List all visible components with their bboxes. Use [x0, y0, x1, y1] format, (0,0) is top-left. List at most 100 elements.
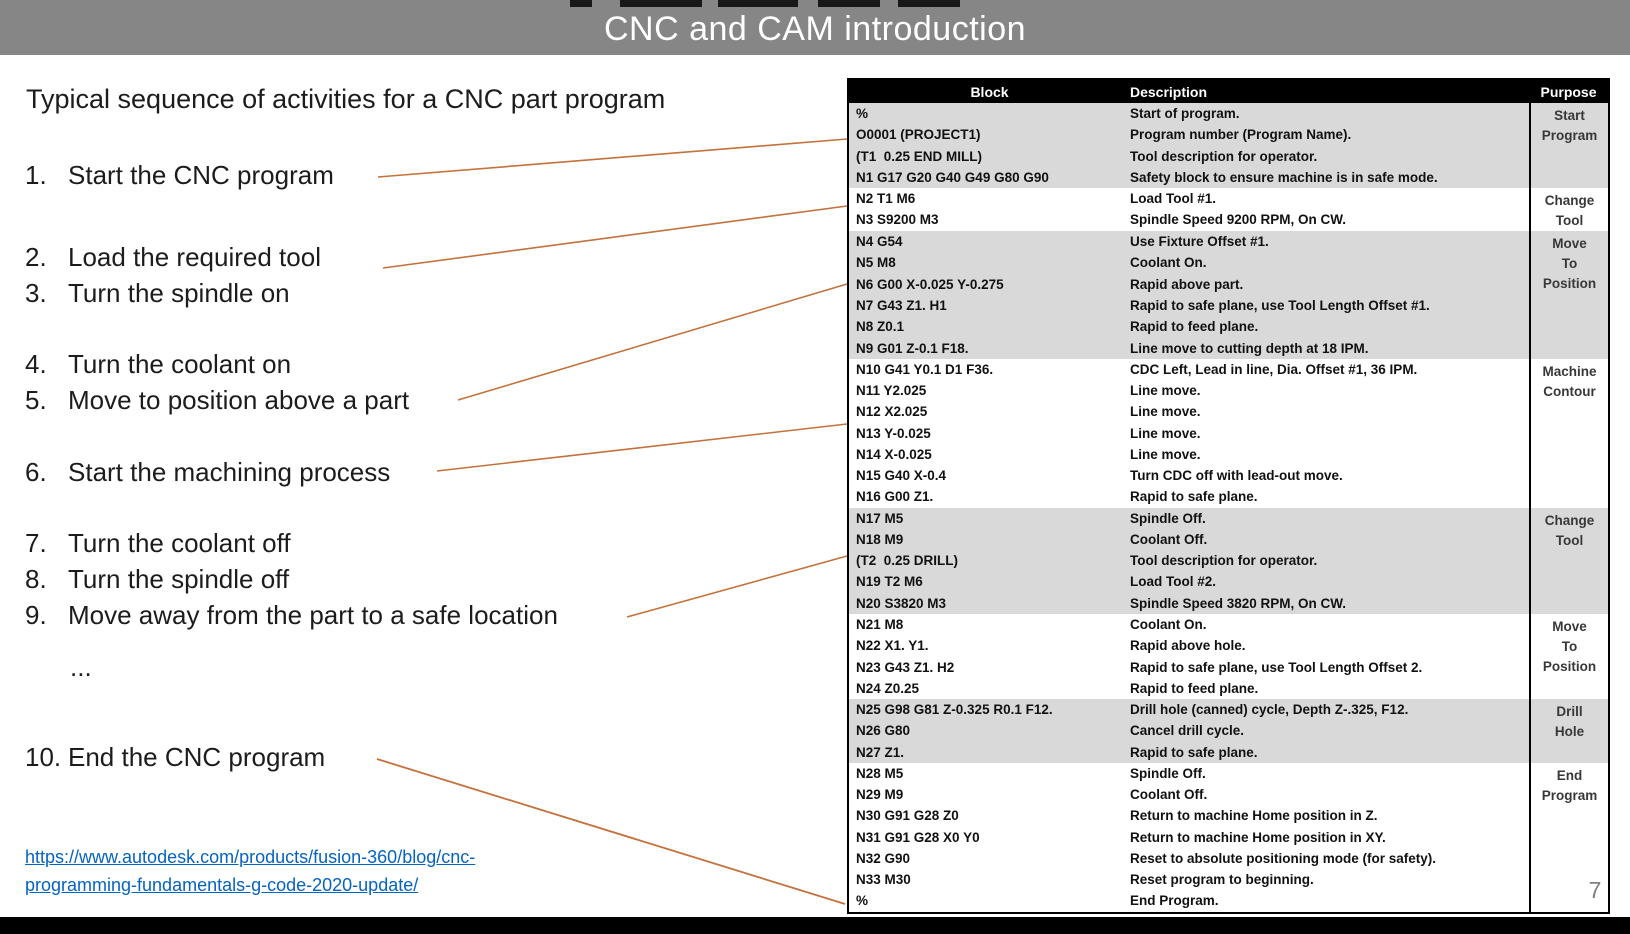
- block-cell: N22 X1. Y1.: [856, 638, 929, 654]
- list-item-3: 3. Turn the spindle on: [25, 278, 290, 309]
- gcode-table: Block Description Purpose % Start of prog…: [847, 78, 1610, 914]
- top-edge-artifact: [898, 0, 960, 7]
- description-cell: Line move.: [1130, 446, 1201, 462]
- description-cell: Rapid to safe plane.: [1130, 489, 1258, 505]
- list-item-5: 5. Move to position above a part: [25, 385, 409, 416]
- description-cell: Cancel drill cycle.: [1130, 723, 1245, 739]
- table-body: % Start of program. O0001 (PROJECT1) Progra…: [849, 103, 1608, 912]
- description-cell: Rapid to feed plane.: [1130, 680, 1259, 696]
- table-row: N22 X1. Y1. Rapid above hole.: [849, 635, 1529, 656]
- list-label: Move to position above a part: [68, 385, 410, 415]
- purpose-cell: Machine Contour: [1529, 358, 1608, 508]
- block-cell: N20 S3820 M3: [856, 595, 947, 611]
- description-cell: Spindle Off.: [1130, 765, 1206, 781]
- description-cell: Tool description for operator.: [1130, 553, 1318, 569]
- header-description: Description: [1130, 83, 1208, 100]
- block-cell: O0001 (PROJECT1): [856, 127, 981, 143]
- description-cell: Rapid to feed plane.: [1130, 319, 1259, 335]
- description-cell: Reset to absolute positioning mode (for …: [1130, 850, 1437, 866]
- block-cell: N12 X2.025: [856, 404, 928, 420]
- table-row: N28 M5 Spindle Off.: [849, 763, 1529, 784]
- table-group: N2 T1 M6 Load Tool #1. N3 S9200 M3 Spindle …: [849, 188, 1608, 232]
- block-cell: N5 M8: [856, 255, 896, 271]
- table-group: N10 G41 Y0.1 D1 F36. CDC Left, Lead in li…: [849, 358, 1608, 508]
- block-cell: N15 G40 X-0.4: [856, 468, 947, 484]
- table-row: O0001 (PROJECT1) Program number (Program …: [849, 124, 1529, 145]
- description-cell: Return to machine Home position in XY.: [1130, 829, 1386, 845]
- table-row: N7 G43 Z1. H1 Rapid to safe plane, use To…: [849, 295, 1529, 316]
- page-number: 7: [1588, 877, 1602, 903]
- description-cell: CDC Left, Lead in line, Dia. Offset #1, …: [1130, 361, 1418, 377]
- block-cell: N24 Z0.25: [856, 680, 920, 696]
- description-cell: Tool description for operator.: [1130, 148, 1318, 164]
- title-bar: CNC and CAM introduction: [0, 0, 1630, 55]
- list-label: Start the machining process: [68, 457, 391, 487]
- source-link-line1[interactable]: https://www.autodesk.com/products/fusion…: [25, 847, 476, 867]
- list-number: 7.: [25, 528, 47, 558]
- description-cell: Safety block to ensure machine is in saf…: [1130, 169, 1438, 185]
- block-cell: N21 M8: [856, 616, 904, 632]
- description-cell: Coolant Off.: [1130, 787, 1208, 803]
- list-ellipsis: ...: [70, 652, 92, 682]
- table-group: N17 M5 Spindle Off. N18 M9 Coolant Off. (T2 …: [849, 507, 1608, 614]
- connector-line-end-program: [376, 758, 846, 905]
- description-cell: Coolant On.: [1130, 616, 1207, 632]
- list-item-7: 7. Turn the coolant off: [25, 528, 291, 559]
- block-cell: N28 M5: [856, 765, 904, 781]
- purpose-cell: Move To Position: [1529, 231, 1608, 359]
- description-cell: Use Fixture Offset #1.: [1130, 234, 1269, 250]
- block-cell: N26 G80: [856, 723, 911, 739]
- table-row: N8 Z0.1 Rapid to feed plane.: [849, 316, 1529, 337]
- list-label: Start the CNC program: [68, 160, 334, 190]
- description-cell: Rapid to safe plane, use Tool Length Off…: [1130, 297, 1430, 313]
- table-row: N30 G91 G28 Z0 Return to machine Home pos…: [849, 805, 1529, 826]
- description-cell: Rapid above part.: [1130, 276, 1244, 292]
- table-row: N15 G40 X-0.4 Turn CDC off with lead-out …: [849, 465, 1529, 486]
- block-cell: N14 X-0.025: [856, 446, 932, 462]
- list-number: 2.: [25, 242, 47, 272]
- header-block: Block: [970, 83, 1009, 100]
- group-rows: N21 M8 Coolant On. N22 X1. Y1. Rapid above …: [849, 614, 1529, 699]
- table-row: N21 M8 Coolant On.: [849, 614, 1529, 635]
- table-group: N21 M8 Coolant On. N22 X1. Y1. Rapid above …: [849, 613, 1608, 699]
- list-number: 5.: [25, 385, 47, 415]
- table-row: N5 M8 Coolant On.: [849, 252, 1529, 273]
- table-row: N24 Z0.25 Rapid to feed plane.: [849, 678, 1529, 699]
- description-cell: Load Tool #1.: [1130, 191, 1217, 207]
- table-row: (T1 0.25 END MILL) Tool description for o…: [849, 146, 1529, 167]
- source-link-line2[interactable]: programming-fundamentals-g-code-2020-upd…: [25, 875, 419, 895]
- table-row: N14 X-0.025 Line move.: [849, 444, 1529, 465]
- bottom-bar: [0, 917, 1630, 934]
- table-header: Block Description Purpose: [849, 80, 1608, 103]
- list-label: Turn the spindle on: [68, 278, 290, 308]
- description-cell: Coolant On.: [1130, 255, 1207, 271]
- group-rows: % Start of program. O0001 (PROJECT1) Progra…: [849, 103, 1529, 188]
- group-rows: N2 T1 M6 Load Tool #1. N3 S9200 M3 Spindle …: [849, 188, 1529, 231]
- table-row: (T2 0.25 DRILL) Tool description for oper…: [849, 550, 1529, 571]
- block-cell: N29 M9: [856, 787, 904, 803]
- list-number: 8.: [25, 564, 47, 594]
- block-cell: N2 T1 M6: [856, 191, 916, 207]
- block-cell: N33 M30: [856, 872, 911, 888]
- block-cell: N23 G43 Z1. H2: [856, 659, 955, 675]
- table-row: N11 Y2.025 Line move.: [849, 380, 1529, 401]
- description-cell: Return to machine Home position in Z.: [1130, 808, 1378, 824]
- table-row: N6 G00 X-0.025 Y-0.275 Rapid above part.: [849, 274, 1529, 295]
- table-row: N3 S9200 M3 Spindle Speed 9200 RPM, On CW…: [849, 209, 1529, 230]
- table-row: N13 Y-0.025 Line move.: [849, 422, 1529, 443]
- list-label: Load the required tool: [68, 242, 321, 272]
- block-cell: N16 G00 Z1.: [856, 489, 934, 505]
- block-cell: N31 G91 G28 X0 Y0: [856, 829, 980, 845]
- table-row: N12 X2.025 Line move.: [849, 401, 1529, 422]
- description-cell: Coolant Off.: [1130, 531, 1208, 547]
- list-number: 6.: [25, 457, 47, 487]
- block-cell: N18 M9: [856, 531, 904, 547]
- block-cell: N1 G17 G20 G40 G49 G80 G90: [856, 169, 1049, 185]
- description-cell: Start of program.: [1130, 106, 1240, 122]
- sequence-heading: Typical sequence of activities for a CNC…: [26, 84, 666, 114]
- description-cell: Spindle Speed 3820 RPM, On CW.: [1130, 595, 1347, 611]
- description-cell: Program number (Program Name).: [1130, 127, 1352, 143]
- table-row: N23 G43 Z1. H2 Rapid to safe plane, use T…: [849, 656, 1529, 677]
- purpose-cell: Drill Hole: [1529, 698, 1608, 763]
